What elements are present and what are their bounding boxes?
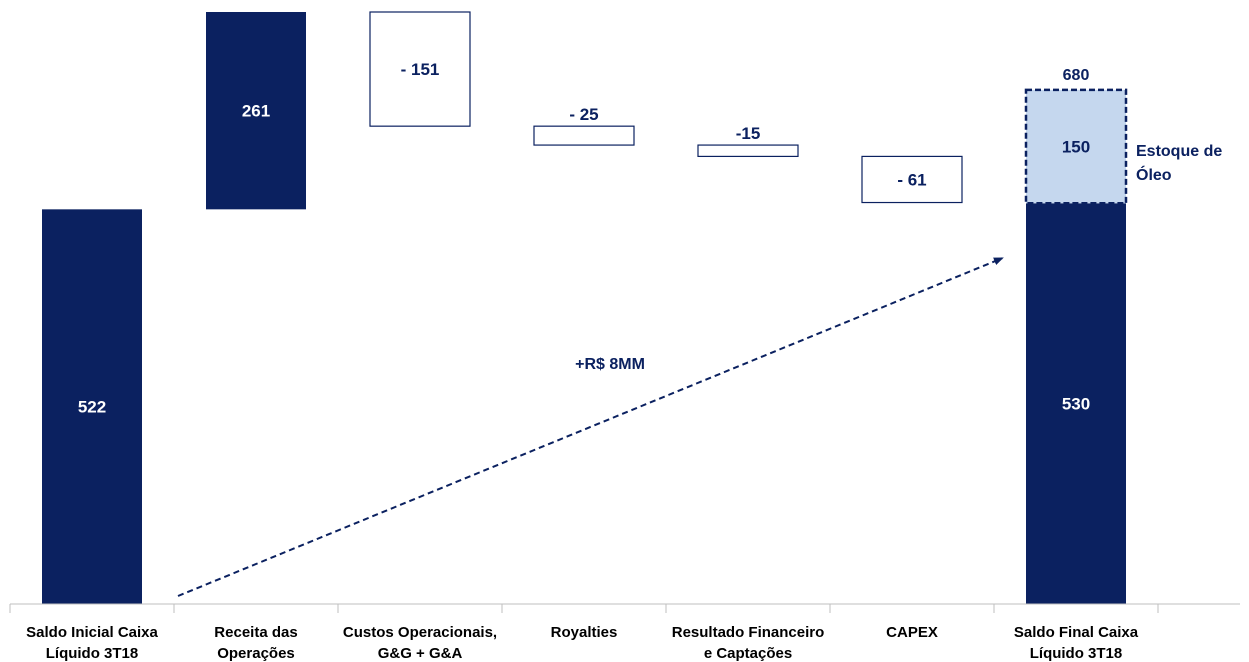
category-label-0-0: Saldo Inicial Caixa	[26, 624, 158, 641]
category-label-6-0: Saldo Final Caixa	[1014, 624, 1139, 641]
segment-annotation: Estoque de Óleo	[1136, 143, 1222, 184]
stock-segment-bar	[1024, 88, 1128, 205]
category-label-0-1: Líquido 3T18	[46, 645, 139, 662]
category-label-3-0: Royalties	[551, 624, 618, 641]
bar-value-label-1: 261	[242, 102, 270, 121]
bar-1	[206, 12, 306, 210]
bar-0	[42, 209, 142, 605]
category-label-4-1: e Captações	[704, 645, 792, 662]
category-label-4-0: Resultado Financeiro	[672, 624, 825, 641]
stock-segment-label: 150	[1062, 138, 1090, 157]
trend-arrow	[177, 257, 1004, 597]
bar-value-label-2: - 151	[401, 60, 440, 79]
bar-4	[697, 144, 799, 158]
segment-annotation-line-0: Estoque de	[1136, 143, 1222, 160]
bar-value-label-5: - 61	[897, 170, 926, 189]
bar-5	[861, 155, 963, 204]
bar-6	[1026, 203, 1126, 605]
category-label-5-0: CAPEX	[886, 624, 938, 641]
total-value-label: 680	[1063, 67, 1090, 84]
category-label-1-1: Operações	[217, 645, 295, 662]
category-label-2-0: Custos Operacionais,	[343, 624, 497, 641]
category-label-6-1: Líquido 3T18	[1030, 645, 1123, 662]
bar-value-label-6: 530	[1062, 395, 1090, 414]
segment-annotation-line-1: Óleo	[1136, 165, 1172, 184]
bar-value-label-3: - 25	[569, 105, 598, 124]
bar-2	[369, 11, 471, 127]
category-label-2-1: G&G + G&A	[378, 645, 463, 662]
bar-value-label-4: -15	[736, 124, 761, 143]
bar-3	[533, 125, 635, 146]
category-label-1-0: Receita das	[214, 624, 297, 641]
trend-annotation: +R$ 8MM	[575, 356, 645, 373]
bar-value-label-0: 522	[78, 398, 106, 417]
